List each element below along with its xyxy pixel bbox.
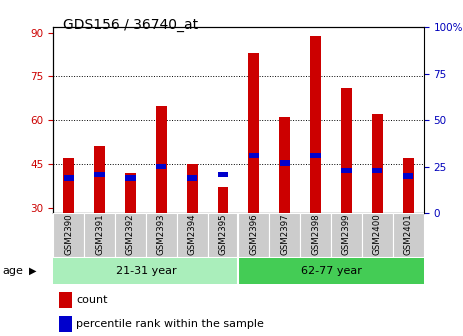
Text: GSM2392: GSM2392 [126, 213, 135, 255]
Text: GSM2400: GSM2400 [373, 213, 382, 255]
Text: GSM2401: GSM2401 [404, 213, 413, 255]
Bar [403, 158, 413, 213]
Bar [300, 213, 331, 257]
Bar [84, 213, 115, 257]
Text: GSM2396: GSM2396 [250, 213, 258, 255]
Bar [94, 172, 105, 177]
Bar [238, 258, 424, 284]
Text: GSM2395: GSM2395 [219, 213, 227, 255]
Bar [280, 160, 290, 166]
Text: percentile rank within the sample: percentile rank within the sample [76, 319, 264, 329]
Text: GSM2390: GSM2390 [64, 213, 73, 255]
Bar [94, 146, 105, 213]
Bar [279, 117, 290, 213]
Text: ▶: ▶ [29, 266, 36, 276]
Bar [187, 175, 197, 180]
Bar [218, 187, 228, 213]
Text: 62-77 year: 62-77 year [300, 266, 362, 276]
Bar [403, 173, 413, 179]
Bar [177, 213, 207, 257]
Bar [362, 213, 393, 257]
Bar [372, 168, 382, 173]
Text: 21-31 year: 21-31 year [116, 266, 176, 276]
Bar [341, 88, 352, 213]
Bar [372, 114, 383, 213]
Bar [207, 213, 238, 257]
Bar [156, 106, 167, 213]
Bar [310, 36, 321, 213]
Bar [53, 258, 238, 284]
Bar [238, 213, 269, 257]
Bar [311, 153, 321, 158]
Bar [331, 213, 362, 257]
Text: GSM2391: GSM2391 [95, 213, 104, 255]
Text: GSM2399: GSM2399 [342, 214, 351, 255]
Bar [249, 153, 259, 158]
Text: count: count [76, 295, 108, 305]
Bar [218, 172, 228, 177]
Bar [187, 164, 198, 213]
Bar [341, 168, 351, 173]
Text: GDS156 / 36740_at: GDS156 / 36740_at [63, 18, 198, 33]
Text: GSM2393: GSM2393 [157, 213, 166, 255]
Bar [249, 53, 259, 213]
Text: GSM2394: GSM2394 [188, 213, 197, 255]
Text: GSM2398: GSM2398 [311, 213, 320, 255]
Bar [115, 213, 146, 257]
Bar [59, 292, 72, 308]
Bar [63, 158, 74, 213]
Bar [146, 213, 177, 257]
Bar [125, 173, 136, 213]
Text: GSM2397: GSM2397 [280, 213, 289, 255]
Bar [125, 175, 136, 180]
Bar [63, 175, 74, 180]
Bar [269, 213, 300, 257]
Bar [59, 316, 72, 332]
Bar [53, 213, 84, 257]
Text: age: age [2, 266, 23, 276]
Bar [393, 213, 424, 257]
Bar [156, 164, 166, 169]
